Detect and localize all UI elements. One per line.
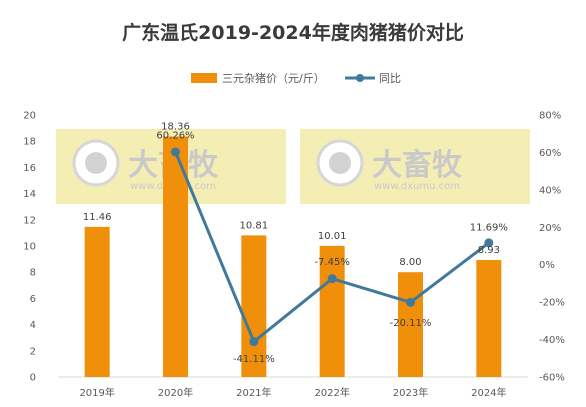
y-left-tick-label: 4 (30, 320, 36, 331)
line-point (406, 297, 415, 307)
legend: 三元杂猪价（元/斤） 同比 (191, 72, 401, 85)
y-left-tick-label: 18 (23, 137, 36, 148)
y-right-tick-label: 40% (539, 185, 561, 196)
watermark-logo-inner-icon (329, 152, 351, 174)
watermark-logo-inner-icon (85, 152, 107, 174)
bar (84, 226, 110, 377)
y-right-tick-label: -20% (539, 298, 565, 309)
line-point (484, 238, 494, 248)
y-left-tick-label: 20 (23, 111, 36, 122)
bar-value-label: 18.36 (161, 121, 190, 132)
legend-line-marker (356, 74, 364, 82)
y-right-tick-label: 0% (539, 260, 555, 271)
y-left-tick-label: 6 (30, 294, 36, 305)
bar-value-label: 8.93 (478, 245, 500, 256)
line-series (171, 147, 494, 347)
bar-value-label: 11.46 (83, 212, 112, 223)
bar (241, 235, 267, 377)
legend-bar-swatch (191, 73, 217, 83)
watermark-url: www.dxumu.com (374, 181, 460, 192)
y-right-tick-label: -60% (539, 373, 565, 384)
y-left-tick-label: 12 (23, 215, 36, 226)
line-value-label: -20.11% (390, 318, 432, 329)
legend-line-label: 同比 (379, 72, 401, 85)
x-tick-label: 2021年 (236, 386, 271, 399)
axes: 0 2 4 6 8 10 12 14 16 18 20 -60% -40% -20% 0% 20% 40% 60%… (23, 111, 565, 400)
y-left-tick-label: 0 (30, 373, 36, 384)
data-labels: 11.46 18.36 10.81 10.01 8.00 8.93 60.26% -41.11… (83, 121, 508, 365)
bar (476, 260, 502, 377)
y-left-tick-label: 8 (30, 268, 36, 279)
y-right-tick-label: 60% (539, 148, 561, 159)
y-left-tick-label: 14 (23, 189, 36, 200)
y-right-tick-label: 20% (539, 223, 561, 234)
x-tick-label: 2023年 (393, 386, 428, 399)
bar (163, 136, 188, 377)
line-point (171, 147, 180, 157)
bar (398, 272, 423, 377)
bar-series (84, 136, 502, 377)
bar-value-label: 8.00 (399, 257, 421, 268)
bar-value-label: 10.81 (240, 220, 269, 231)
line-value-label: -41.11% (233, 354, 275, 365)
y-right-tick-label: 80% (539, 111, 561, 122)
legend-bar-label: 三元杂猪价（元/斤） (222, 72, 325, 85)
line-point (249, 337, 259, 347)
x-tick-label: 2024年 (471, 386, 506, 399)
y-left-tick-label: 2 (30, 346, 36, 357)
line-value-label: 11.69% (470, 222, 508, 233)
x-tick-label: 2019年 (79, 386, 114, 399)
bar-value-label: 10.01 (318, 231, 347, 242)
y-left-tick-label: 10 (23, 242, 36, 253)
x-tick-label: 2022年 (314, 386, 349, 399)
watermark-brand: 大畜牧 (372, 148, 463, 183)
y-right-tick-label: -40% (539, 335, 565, 346)
chart-title: 广东温氏2019-2024年度肉猪猪价对比 (122, 22, 464, 44)
line-value-label: -7.45% (314, 257, 349, 268)
y-left-tick-label: 16 (23, 163, 36, 174)
x-tick-label: 2020年 (158, 386, 193, 399)
line-point (327, 274, 337, 284)
line-value-label: 60.26% (156, 130, 194, 141)
bar (319, 245, 345, 377)
